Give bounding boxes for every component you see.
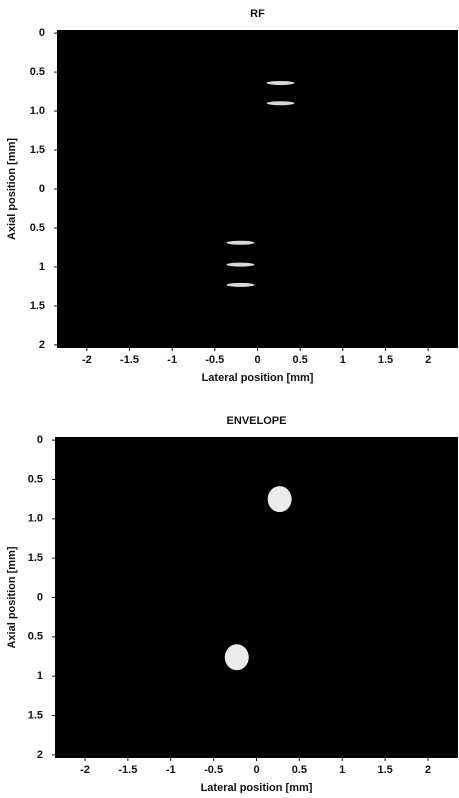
- y-tick-label: 2: [37, 749, 43, 761]
- streak: [267, 81, 295, 85]
- streak: [226, 283, 254, 287]
- blob: [225, 644, 249, 670]
- y-tick-label: 2: [39, 339, 45, 351]
- x-tick-label: 1.5: [378, 354, 393, 366]
- x-tick-label: 0.5: [292, 764, 307, 776]
- y-tick-label: 1: [37, 670, 43, 682]
- x-tick-label: -1.5: [118, 764, 137, 776]
- y-tick-label: 0: [37, 591, 43, 603]
- y-tick-label: 1.5: [30, 144, 45, 156]
- x-tick-label: -0.5: [204, 764, 223, 776]
- streak: [226, 241, 254, 245]
- x-tick-label: 1: [340, 354, 346, 366]
- x-axis-label: Lateral position [mm]: [202, 372, 314, 384]
- y-tick-label: 0: [39, 27, 45, 39]
- x-tick-label: 0: [254, 354, 260, 366]
- x-tick-label: 2: [425, 764, 431, 776]
- x-tick-label: -0.5: [205, 354, 224, 366]
- x-tick-label: -1: [167, 354, 177, 366]
- y-tick-label: 1.5: [28, 552, 43, 564]
- y-axis-label: Axial position [mm]: [6, 138, 18, 240]
- x-tick-label: 0.5: [293, 354, 308, 366]
- y-tick-label: 1.0: [30, 105, 45, 117]
- x-tick-label: -2: [82, 354, 92, 366]
- y-tick-label: 1.5: [30, 300, 45, 312]
- x-tick-label: -2: [80, 764, 90, 776]
- x-tick-label: 1: [339, 764, 345, 776]
- x-tick-label: -1.5: [120, 354, 139, 366]
- y-tick-label: 1.0: [28, 513, 43, 525]
- y-tick-label: 0.5: [28, 473, 43, 485]
- y-axis-label: Axial position [mm]: [6, 546, 18, 648]
- x-axis-label: Lateral position [mm]: [201, 782, 313, 793]
- y-tick-label: 0: [37, 434, 43, 446]
- x-tick-label: 2: [425, 354, 431, 366]
- x-tick-label: -1: [166, 764, 176, 776]
- streak: [226, 263, 254, 267]
- chart-title: RF: [250, 8, 265, 20]
- streak: [267, 101, 295, 105]
- plot-area: [57, 30, 458, 348]
- plot-area: [55, 437, 458, 758]
- figure: RF Lateral position [mm] Axial position [m…: [0, 0, 459, 793]
- blob: [268, 486, 292, 512]
- y-tick-label: 0.5: [30, 66, 45, 78]
- chart-title: ENVELOPE: [227, 415, 287, 427]
- x-tick-label: 0: [253, 764, 259, 776]
- y-tick-label: 0.5: [30, 222, 45, 234]
- y-tick-label: 1.5: [28, 709, 43, 721]
- y-tick-label: 0: [39, 183, 45, 195]
- y-tick-label: 0.5: [28, 631, 43, 643]
- y-tick-label: 1: [39, 261, 45, 273]
- x-tick-label: 1.5: [377, 764, 392, 776]
